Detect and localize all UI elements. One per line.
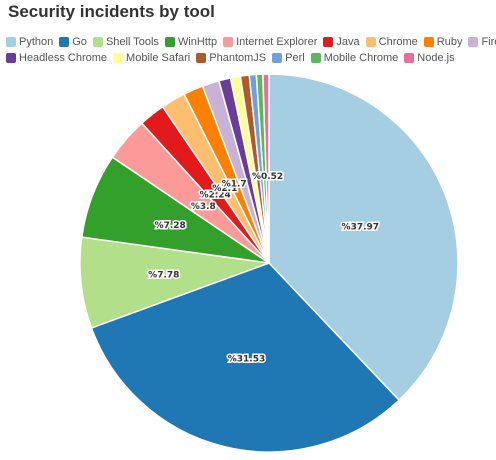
legend-item-phantomjs[interactable]: PhantomJS xyxy=(196,52,266,64)
legend-item-java[interactable]: Java xyxy=(323,36,360,48)
legend-label: PhantomJS xyxy=(209,52,267,64)
legend-item-internet-explorer[interactable]: Internet Explorer xyxy=(223,36,317,48)
legend-label: Go xyxy=(72,36,87,48)
legend-item-ruby[interactable]: Ruby xyxy=(423,36,463,48)
legend-item-firefox[interactable]: Firefox xyxy=(468,36,496,48)
legend-swatch xyxy=(164,37,175,47)
legend-row: Headless Chrome Mobile Safari PhantomJS Per… xyxy=(6,50,494,66)
legend-item-winhttp[interactable]: WinHttp xyxy=(164,36,218,48)
legend-label: Node.js xyxy=(417,52,455,64)
legend-label: WinHttp xyxy=(177,36,218,48)
slice-label: %1.7 xyxy=(222,179,247,189)
legend-label: Java xyxy=(336,36,360,48)
legend-label: Ruby xyxy=(436,36,463,48)
slice-label: %31.53 xyxy=(228,355,266,365)
pie-slice-go[interactable] xyxy=(90,262,401,453)
legend-swatch xyxy=(310,53,321,63)
legend-item-shell-tools[interactable]: Shell Tools xyxy=(92,36,159,48)
legend-item-python[interactable]: Python xyxy=(6,36,53,48)
legend-item-mobile-safari[interactable]: Mobile Safari xyxy=(113,52,190,64)
slice-label: %3.8 xyxy=(191,202,216,212)
legend-swatch xyxy=(113,53,124,63)
slice-label: %0.52 xyxy=(252,172,283,182)
slice-label: %7.28 xyxy=(155,221,186,231)
legend-swatch xyxy=(6,37,16,47)
legend-swatch xyxy=(6,53,16,63)
legend-swatch xyxy=(92,37,103,47)
legend-label: Mobile Chrome xyxy=(323,52,399,64)
pie-slice-python[interactable] xyxy=(268,73,459,402)
legend-row: Python Go Shell Tools WinHttp Internet Explo… xyxy=(6,34,496,50)
pie-slice-node-js[interactable] xyxy=(262,73,270,264)
legend-label: Mobile Safari xyxy=(126,52,191,64)
legend-swatch xyxy=(468,37,479,47)
legend: Python Go Shell Tools WinHttp Internet Explo… xyxy=(6,34,496,66)
legend-swatch xyxy=(59,37,70,47)
slice-label: %37.97 xyxy=(342,223,380,233)
chart-title: Security incidents by tool xyxy=(8,2,215,21)
legend-label: Python xyxy=(19,36,54,48)
pie-slice-shell-tools[interactable] xyxy=(79,236,270,329)
slice-label: %2.24 xyxy=(200,191,231,201)
legend-swatch xyxy=(365,37,376,47)
legend-item-headless-chrome[interactable]: Headless Chrome xyxy=(6,52,107,64)
legend-swatch xyxy=(272,53,283,63)
legend-label: Chrome xyxy=(378,36,418,48)
legend-item-chrome[interactable]: Chrome xyxy=(365,36,418,48)
slice-label: %7.78 xyxy=(148,270,179,280)
legend-label: Firefox xyxy=(481,36,496,48)
legend-label: Perl xyxy=(285,52,305,64)
legend-swatch xyxy=(323,37,334,47)
legend-swatch xyxy=(423,37,434,47)
legend-item-node-js[interactable]: Node.js xyxy=(404,52,455,64)
legend-label: Shell Tools xyxy=(105,36,159,48)
legend-swatch xyxy=(223,37,234,47)
legend-item-go[interactable]: Go xyxy=(59,36,87,48)
slice-label: %2.1 xyxy=(212,184,237,194)
legend-item-mobile-chrome[interactable]: Mobile Chrome xyxy=(310,52,399,64)
legend-swatch xyxy=(404,53,415,63)
legend-swatch xyxy=(196,53,207,63)
legend-item-perl[interactable]: Perl xyxy=(272,52,305,64)
legend-label: Internet Explorer xyxy=(236,36,318,48)
legend-label: Headless Chrome xyxy=(19,52,108,64)
